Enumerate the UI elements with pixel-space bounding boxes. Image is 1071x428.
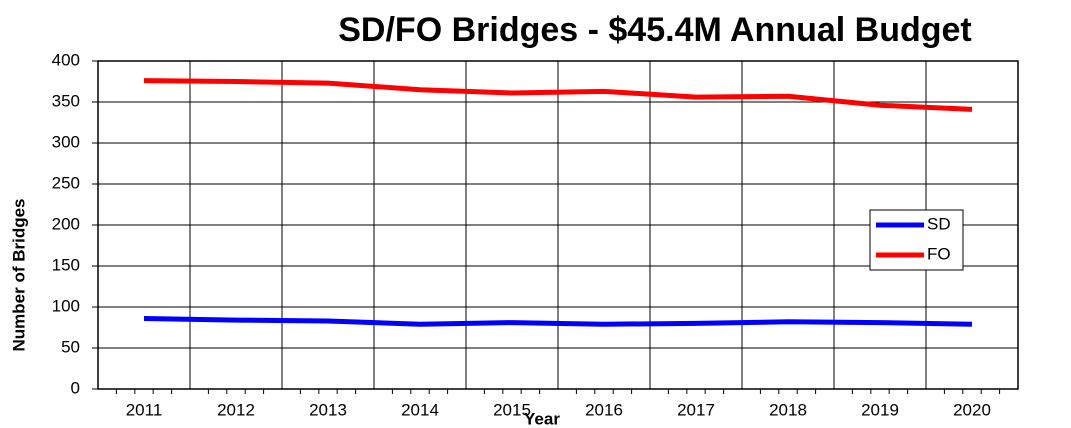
x-tick-label: 2011 bbox=[126, 400, 163, 419]
plot-frame bbox=[97, 60, 1019, 390]
x-tick-label: 2014 bbox=[401, 400, 439, 419]
y-tick-label: 300 bbox=[52, 132, 80, 151]
x-tick-label: 2018 bbox=[769, 400, 807, 419]
x-tick-label: 2015 bbox=[493, 400, 531, 419]
y-tick-label: 250 bbox=[52, 173, 80, 192]
x-tick-label: 2016 bbox=[585, 400, 623, 419]
legend-label: FO bbox=[927, 244, 951, 263]
legend-box bbox=[869, 209, 964, 271]
y-tick-label: 50 bbox=[61, 337, 80, 356]
y-tick-label: 400 bbox=[52, 50, 80, 69]
x-tick-label: 2020 bbox=[953, 400, 991, 419]
y-tick-label: 350 bbox=[52, 91, 80, 110]
y-axis-label: Number of Bridges bbox=[9, 198, 28, 351]
y-tick-label: 100 bbox=[52, 296, 80, 315]
x-tick-label: 2017 bbox=[677, 400, 715, 419]
series-line bbox=[143, 78, 973, 112]
x-tick-label: 2013 bbox=[309, 400, 347, 419]
chart-title: SD/FO Bridges - $45.4M Annual Budget bbox=[338, 11, 971, 49]
series-line bbox=[143, 315, 973, 327]
legend-label: SD bbox=[927, 214, 951, 233]
x-tick-label: 2012 bbox=[217, 400, 255, 419]
x-tick-label: 2019 bbox=[861, 400, 899, 419]
x-axis-label: Year bbox=[524, 409, 560, 428]
y-tick-label: 200 bbox=[52, 214, 80, 233]
y-tick-label: 150 bbox=[52, 255, 80, 274]
y-tick-label: 0 bbox=[71, 378, 80, 397]
